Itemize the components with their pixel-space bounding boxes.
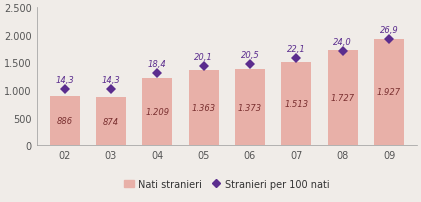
Bar bbox=[328, 50, 358, 145]
Text: 22,1: 22,1 bbox=[287, 45, 306, 54]
Text: 20,5: 20,5 bbox=[241, 51, 259, 60]
Bar bbox=[374, 40, 404, 145]
Text: 14,3: 14,3 bbox=[101, 75, 120, 84]
Text: 1.373: 1.373 bbox=[238, 103, 262, 112]
Text: 26,9: 26,9 bbox=[380, 26, 398, 35]
Legend: Nati stranieri, Stranieri per 100 nati: Nati stranieri, Stranieri per 100 nati bbox=[120, 175, 333, 193]
Text: 886: 886 bbox=[56, 117, 73, 126]
Text: 24,0: 24,0 bbox=[333, 37, 352, 46]
Text: 18,4: 18,4 bbox=[148, 59, 167, 68]
Bar bbox=[50, 97, 80, 145]
Text: 874: 874 bbox=[103, 117, 119, 126]
Text: 20,1: 20,1 bbox=[194, 53, 213, 62]
Text: 1.513: 1.513 bbox=[284, 99, 309, 108]
Text: 1.363: 1.363 bbox=[192, 104, 216, 113]
Bar bbox=[189, 70, 218, 145]
Bar bbox=[235, 70, 265, 145]
Text: 1.927: 1.927 bbox=[377, 88, 401, 97]
Text: 1.727: 1.727 bbox=[330, 94, 355, 102]
Text: 14,3: 14,3 bbox=[55, 75, 74, 84]
Bar bbox=[142, 79, 172, 145]
Bar bbox=[281, 62, 312, 145]
Text: 1.209: 1.209 bbox=[145, 108, 169, 117]
Bar bbox=[96, 97, 126, 145]
